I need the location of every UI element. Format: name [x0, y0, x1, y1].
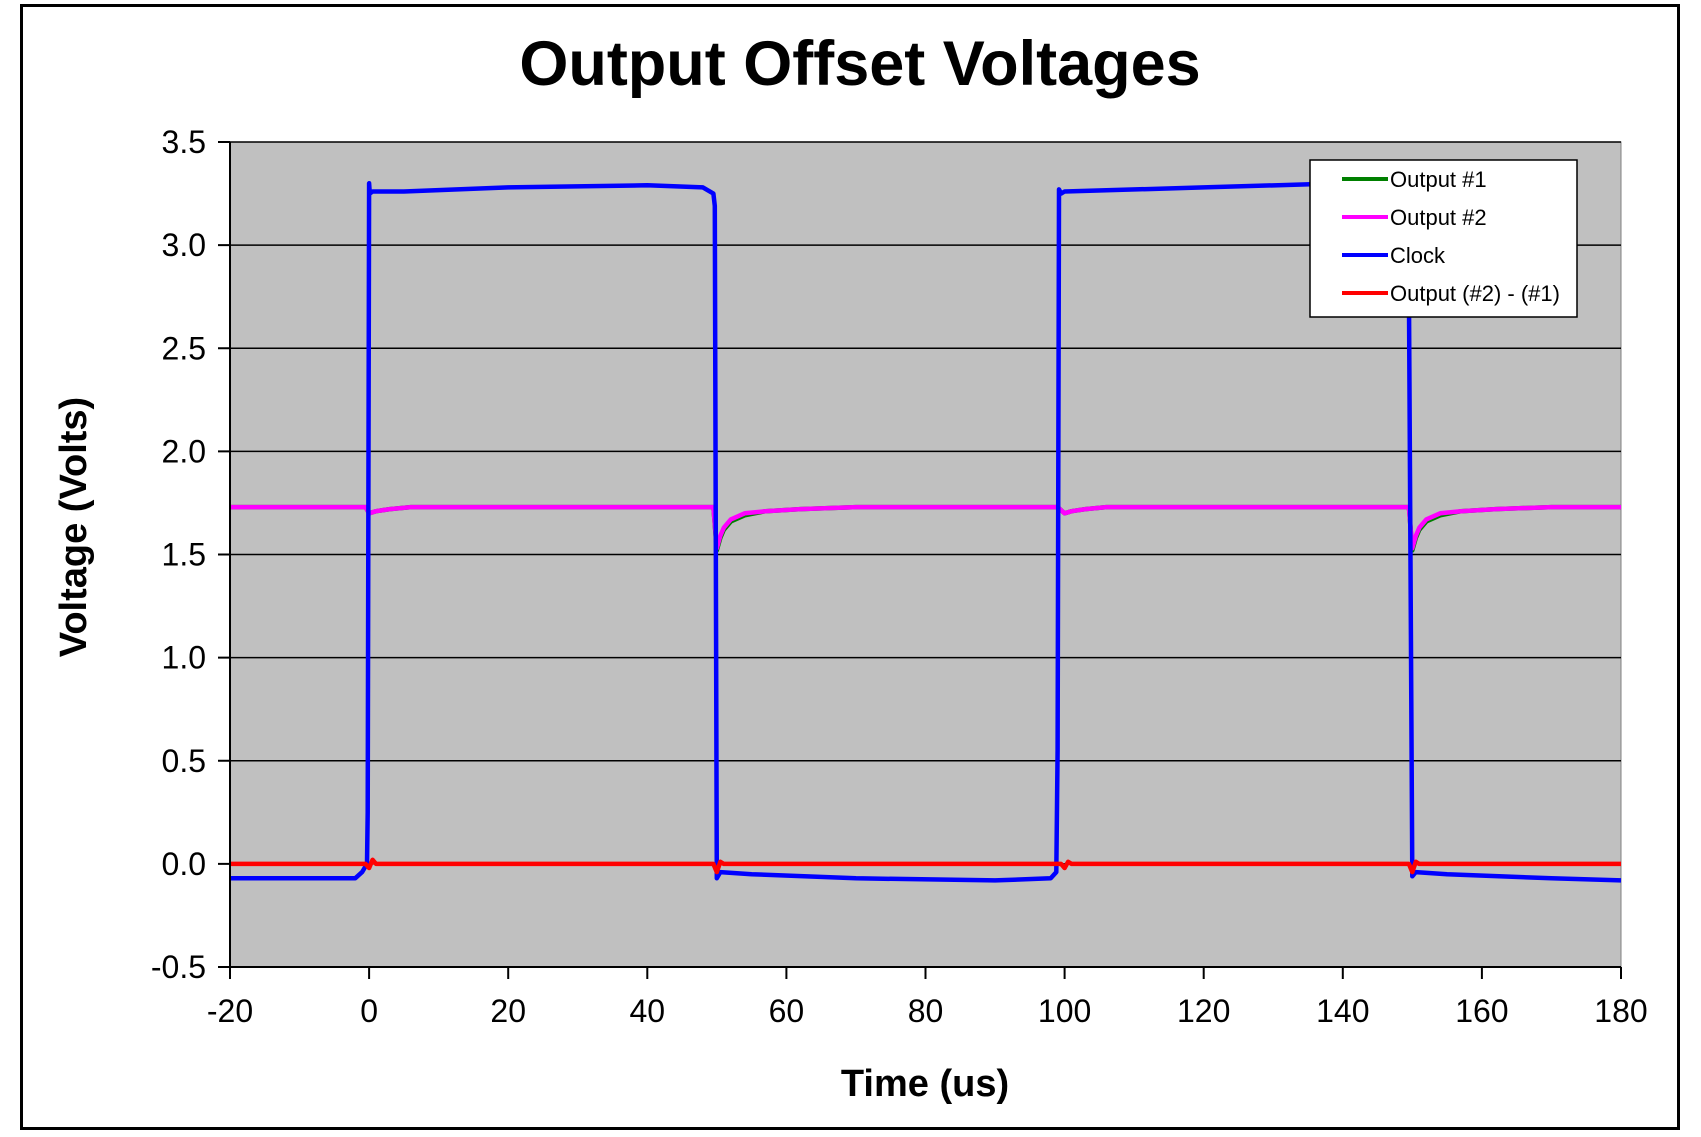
y-tick-label-6: 2.5: [162, 330, 206, 366]
legend-box: [1309, 159, 1578, 318]
y-tick-label-8: 3.5: [162, 124, 206, 160]
x-tick-labels: -20 0 20 40 60 80 100 120 140 160 180: [207, 993, 1648, 1029]
x-tick-label-10: 180: [1594, 993, 1647, 1029]
y-tick-label-2: 0.5: [162, 743, 206, 779]
x-tick-label-4: 60: [769, 993, 805, 1029]
x-tick-label-2: 20: [490, 993, 526, 1029]
y-tick-labels: -0.5 0.0 0.5 1.0 1.5 2.0 2.5 3.0 3.5: [151, 124, 206, 985]
x-tick-label-1: 0: [360, 993, 378, 1029]
legend: Output #1 Output #2 Clock Output (#2) - (#1…: [1309, 159, 1578, 318]
legend-label-1: Output #2: [1390, 205, 1487, 230]
x-tick-label-0: -20: [207, 993, 253, 1029]
y-tick-label-4: 1.5: [162, 537, 206, 573]
x-tick-label-6: 100: [1038, 993, 1091, 1029]
y-tick-label-0: -0.5: [151, 949, 206, 985]
series-line-3: [230, 857, 1621, 875]
gridlines: [230, 141, 1621, 865]
axes: [218, 141, 1622, 979]
x-tick-label-7: 120: [1177, 993, 1230, 1029]
x-axis-title: Time (us): [841, 1063, 1009, 1105]
y-tick-label-7: 3.0: [162, 227, 206, 263]
x-tick-label-8: 140: [1316, 993, 1369, 1029]
x-tick-label-3: 40: [630, 993, 666, 1029]
x-tick-label-5: 80: [908, 993, 944, 1029]
chart-title: Output Offset Voltages: [519, 29, 1200, 99]
legend-label-3: Output (#2) - (#1): [1390, 281, 1560, 306]
legend-label-2: Clock: [1390, 243, 1446, 268]
series-line-1: [230, 504, 1621, 551]
y-axis-title: Voltage (Volts): [53, 397, 95, 657]
y-tick-label-5: 2.0: [162, 433, 206, 469]
y-tick-label-3: 1.0: [162, 640, 206, 676]
x-tick-label-9: 160: [1455, 993, 1508, 1029]
legend-label-0: Output #1: [1390, 167, 1487, 192]
y-tick-label-1: 0.0: [162, 846, 206, 882]
